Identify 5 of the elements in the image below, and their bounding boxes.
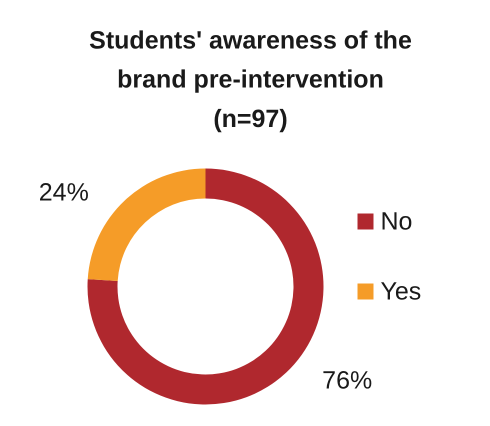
chart-title: Students' awareness of the brand pre-intervention (n=97) (89, 26, 412, 133)
data-label: 24% (38, 178, 89, 206)
legend-label: Yes (380, 278, 422, 306)
data-label: 76% (322, 366, 372, 395)
legend-label: No (380, 208, 412, 236)
